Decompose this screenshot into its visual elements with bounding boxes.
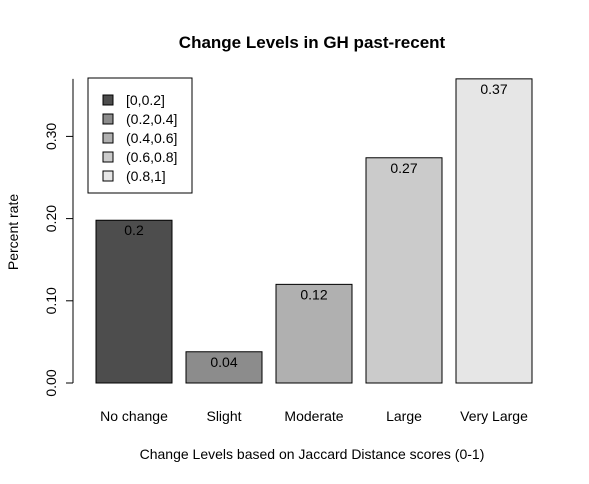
y-axis: 0.00 0.10 0.20 0.30 xyxy=(43,78,74,397)
bar xyxy=(455,78,533,384)
data-label: 0.12 xyxy=(300,286,327,302)
y-tick-label: 0.10 xyxy=(43,287,59,314)
bar xyxy=(95,219,173,384)
data-label: 0.04 xyxy=(210,354,237,370)
bar xyxy=(185,351,263,384)
legend-swatch xyxy=(102,170,114,182)
data-label: 0.2 xyxy=(124,222,144,238)
data-label: 0.27 xyxy=(390,160,417,176)
bars: 0.2 No change 0.04 Slight 0.12 Moderate 0.27 La… xyxy=(95,78,533,424)
legend-swatch xyxy=(102,113,114,125)
legend-label: (0.4,0.6] xyxy=(126,130,177,146)
y-tick-label: 0.00 xyxy=(43,369,59,396)
data-label: 0.37 xyxy=(480,81,507,97)
category-label: Large xyxy=(386,408,422,424)
legend-label: [0,0.2] xyxy=(126,92,165,108)
legend-label: (0.6,0.8] xyxy=(126,149,177,165)
bar xyxy=(275,283,353,384)
y-tick-label: 0.30 xyxy=(43,123,59,150)
category-label: Moderate xyxy=(284,408,343,424)
chart-title: Change Levels in GH past-recent xyxy=(179,33,446,52)
category-label: Slight xyxy=(206,408,241,424)
bar xyxy=(365,157,443,384)
legend: [0,0.2] (0.2,0.4] (0.4,0.6] (0.6,0.8] (0.8,1… xyxy=(87,77,193,194)
legend-swatch xyxy=(102,132,114,144)
legend-swatch xyxy=(102,94,114,106)
category-label: No change xyxy=(100,408,168,424)
legend-label: (0.2,0.4] xyxy=(126,111,177,127)
y-axis-label: Percent rate xyxy=(5,194,21,270)
legend-label: (0.8,1] xyxy=(126,168,166,184)
legend-swatch xyxy=(102,151,114,163)
category-label: Very Large xyxy=(460,408,528,424)
y-tick-label: 0.20 xyxy=(43,205,59,232)
x-axis-label: Change Levels based on Jaccard Distance … xyxy=(140,446,485,462)
